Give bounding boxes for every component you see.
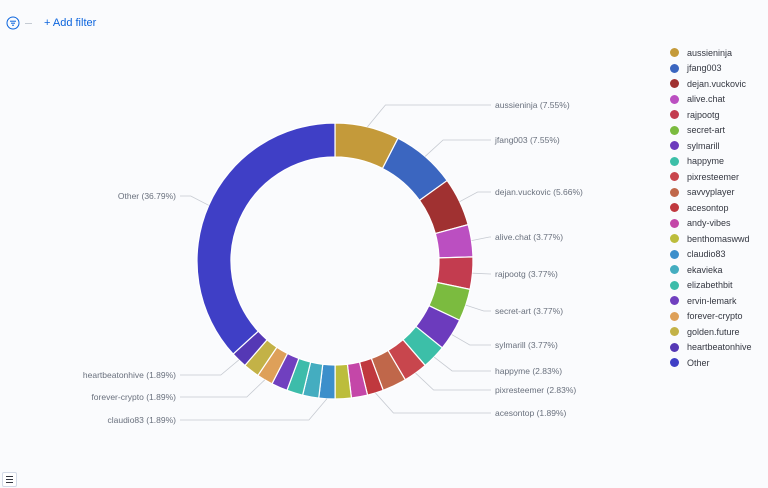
chart-legend: aussieninja jfang003 dejan.vuckovic alive.c… xyxy=(670,45,752,371)
slice-label: jfang003 (7.55%) xyxy=(494,135,560,145)
legend-swatch xyxy=(670,187,679,197)
add-filter-button[interactable]: + Add filter xyxy=(44,17,97,29)
slice-label: forever-crypto (1.89%) xyxy=(91,392,176,402)
callout-line xyxy=(180,398,328,421)
legend-label: acesontop xyxy=(687,202,729,213)
callout-line xyxy=(451,334,491,346)
legend-label: benthomaswwd xyxy=(687,233,750,244)
slice-label: pixresteemer (2.83%) xyxy=(495,385,576,395)
legend-item[interactable]: golden.future xyxy=(670,324,752,340)
legend-swatch xyxy=(670,249,679,259)
legend-swatch xyxy=(670,280,679,290)
legend-item[interactable]: forever-crypto xyxy=(670,309,752,325)
legend-label: elizabethbit xyxy=(687,280,733,291)
legend-item[interactable]: secret-art xyxy=(670,123,752,139)
filter-bar: + Add filter xyxy=(6,13,96,33)
legend-swatch xyxy=(670,358,679,368)
legend-item[interactable]: Other xyxy=(670,355,752,371)
slice-label: happyme (2.83%) xyxy=(495,366,562,376)
legend-swatch xyxy=(670,156,679,166)
legend-item[interactable]: sylmarill xyxy=(670,138,752,154)
legend-swatch xyxy=(670,63,679,73)
legend-swatch xyxy=(670,172,679,182)
callout-line xyxy=(415,372,491,391)
legend-item[interactable]: alive.chat xyxy=(670,92,752,108)
legend-swatch xyxy=(670,218,679,228)
legend-item[interactable]: dejan.vuckovic xyxy=(670,76,752,92)
slice-label: Other (36.79%) xyxy=(118,191,176,201)
slice-label: claudio83 (1.89%) xyxy=(107,415,176,425)
legend-swatch xyxy=(670,311,679,321)
legend-swatch xyxy=(670,296,679,306)
legend-swatch xyxy=(670,110,679,120)
legend-item[interactable]: heartbeatonhive xyxy=(670,340,752,356)
slice-label: secret-art (3.77%) xyxy=(495,306,563,316)
legend-item[interactable]: aussieninja xyxy=(670,45,752,61)
legend-label: andy-vibes xyxy=(687,218,731,229)
legend-label: jfang003 xyxy=(687,63,722,74)
callout-line xyxy=(465,304,491,312)
callout-line xyxy=(471,236,491,242)
callout-line xyxy=(367,104,491,128)
legend-item[interactable]: happyme xyxy=(670,154,752,170)
slice-label: heartbeatonhive (1.89%) xyxy=(83,370,176,380)
callout-line xyxy=(424,139,491,157)
legend-label: forever-crypto xyxy=(687,311,743,322)
legend-item[interactable]: andy-vibes xyxy=(670,216,752,232)
legend-item[interactable]: rajpootg xyxy=(670,107,752,123)
slice-label: dejan.vuckovic (5.66%) xyxy=(495,187,583,197)
slice-label: aussieninja (7.55%) xyxy=(495,100,570,110)
legend-swatch xyxy=(670,327,679,337)
slice-label: acesontop (1.89%) xyxy=(495,408,567,418)
slice-label: rajpootg (3.77%) xyxy=(495,269,558,279)
legend-label: savvyplayer xyxy=(687,187,735,198)
legend-swatch xyxy=(670,141,679,151)
legend-swatch xyxy=(670,48,679,58)
legend-swatch xyxy=(670,94,679,104)
legend-label: rajpootg xyxy=(687,109,720,120)
legend-item[interactable]: pixresteemer xyxy=(670,169,752,185)
callout-line xyxy=(472,272,491,275)
callout-line xyxy=(459,191,491,203)
legend-label: pixresteemer xyxy=(687,171,740,182)
legend-label: heartbeatonhive xyxy=(687,342,752,353)
slice-other[interactable] xyxy=(196,122,336,355)
legend-label: Other xyxy=(687,357,710,368)
legend-label: sylmarill xyxy=(687,140,720,151)
legend-label: alive.chat xyxy=(687,94,726,105)
legend-label: ervin-lemark xyxy=(687,295,737,306)
legend-item[interactable]: elizabethbit xyxy=(670,278,752,294)
legend-label: claudio83 xyxy=(687,249,726,260)
legend-item[interactable]: claudio83 xyxy=(670,247,752,263)
legend-swatch xyxy=(670,342,679,352)
legend-label: golden.future xyxy=(687,326,740,337)
legend-item[interactable]: benthomaswwd xyxy=(670,231,752,247)
slice-label: alive.chat (3.77%) xyxy=(495,232,563,242)
legend-swatch xyxy=(670,265,679,275)
legend-swatch xyxy=(670,234,679,244)
legend-item[interactable]: acesontop xyxy=(670,200,752,216)
filter-icon[interactable] xyxy=(6,16,20,30)
legend-swatch xyxy=(670,79,679,89)
list-icon[interactable] xyxy=(2,472,17,487)
divider xyxy=(25,22,32,24)
legend-label: secret-art xyxy=(687,125,726,136)
callout-line xyxy=(180,359,240,376)
legend-label: happyme xyxy=(687,156,725,167)
legend-item[interactable]: ekavieka xyxy=(670,262,752,278)
legend-item[interactable]: jfang003 xyxy=(670,61,752,77)
legend-label: dejan.vuckovic xyxy=(687,78,747,89)
callout-line xyxy=(180,195,209,206)
slice-label: sylmarill (3.77%) xyxy=(495,340,558,350)
legend-item[interactable]: savvyplayer xyxy=(670,185,752,201)
callout-line xyxy=(180,379,266,398)
legend-swatch xyxy=(670,125,679,135)
legend-item[interactable]: ervin-lemark xyxy=(670,293,752,309)
legend-swatch xyxy=(670,203,679,213)
legend-label: ekavieka xyxy=(687,264,723,275)
callout-line xyxy=(375,392,491,414)
legend-label: aussieninja xyxy=(687,47,733,58)
callout-line xyxy=(433,356,491,372)
